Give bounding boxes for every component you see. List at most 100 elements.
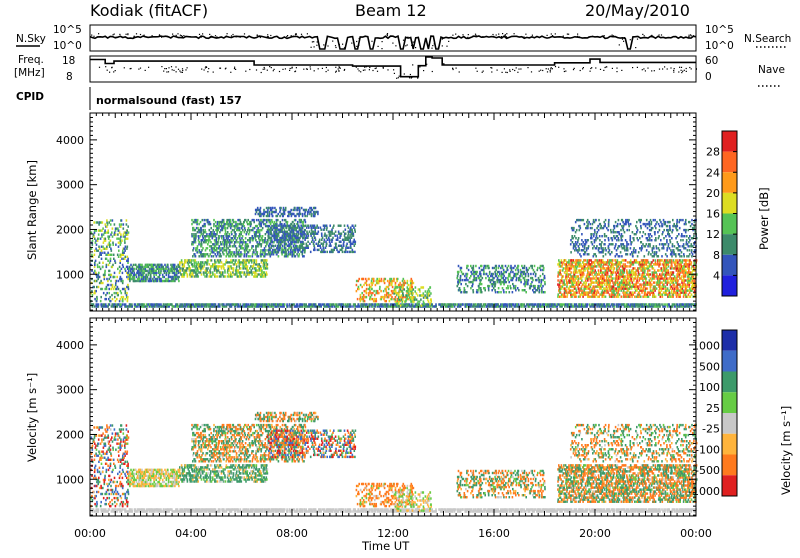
power-echo [311, 207, 313, 209]
power-echo [485, 303, 487, 305]
power-echo [615, 287, 617, 289]
power-echo [240, 251, 242, 253]
power-echo [272, 207, 274, 209]
power-echo [283, 251, 285, 253]
power-echo [407, 280, 409, 282]
power-echo [322, 303, 324, 305]
power-echo [279, 249, 281, 251]
power-echo [612, 303, 614, 305]
power-echo [293, 231, 295, 233]
power-echo [273, 237, 275, 239]
power-echo [621, 296, 623, 298]
power-echo [337, 237, 339, 239]
nave-point [573, 69, 574, 70]
power-echo [264, 237, 266, 239]
nave-point [542, 70, 543, 71]
power-echo [225, 275, 227, 277]
power-echo [421, 294, 423, 296]
power-echo [661, 303, 663, 305]
power-echo [245, 237, 247, 239]
power-echo [233, 269, 235, 271]
power-echo [345, 233, 347, 235]
noise-search-point [579, 36, 580, 37]
power-echo [415, 286, 417, 288]
power-echo [333, 303, 335, 305]
nave-point [338, 71, 339, 72]
power-echo [404, 304, 406, 306]
power-echo [237, 237, 239, 239]
power-echo [239, 259, 241, 261]
nave-point [285, 68, 286, 69]
power-echo [145, 276, 147, 278]
power-echo [644, 296, 646, 298]
power-echo [314, 211, 316, 213]
nave-point [166, 68, 167, 69]
noise-search-point [167, 36, 168, 37]
power-echo [512, 271, 514, 273]
power-echo [492, 267, 494, 269]
nave-point [670, 67, 671, 68]
power-echo [231, 251, 233, 253]
noise-right-tick-bottom: 10^0 [705, 40, 734, 52]
power-echo [180, 269, 182, 271]
power-echo [390, 303, 392, 305]
power-echo [207, 259, 209, 261]
power-echo [508, 287, 510, 289]
power-echo [360, 294, 362, 296]
noise-search-point [468, 34, 469, 35]
noise-search-point [493, 36, 494, 37]
power-echo [192, 243, 194, 245]
power-echo [218, 235, 220, 237]
power-echo [195, 269, 197, 271]
nave-point [310, 68, 311, 69]
power-echo [312, 237, 314, 239]
nave-point [456, 68, 457, 69]
power-echo [318, 231, 320, 233]
power-echo [525, 291, 527, 293]
noise-left-tick-bottom: 10^0 [53, 40, 82, 52]
power-echo [372, 303, 374, 305]
power-echo [295, 227, 297, 229]
power-echo [460, 283, 462, 285]
nave-point [105, 66, 106, 67]
power-echo [133, 264, 135, 266]
power-echo [280, 237, 282, 239]
noise-search-point [623, 41, 624, 42]
noise-search-point [339, 44, 340, 45]
noise-search-point [592, 36, 593, 37]
power-echo [445, 303, 447, 305]
power-echo [667, 287, 669, 289]
power-echo [373, 278, 375, 280]
nave-point [558, 67, 559, 68]
power-echo [352, 225, 354, 227]
power-echo [691, 303, 693, 305]
power-echo [237, 223, 239, 225]
power-echo [297, 303, 299, 305]
noise-search-point [134, 36, 135, 37]
power-echo [554, 303, 556, 305]
nave-point [574, 68, 575, 69]
power-echo [466, 291, 468, 293]
power-echo [270, 251, 272, 253]
nave-point [124, 67, 125, 68]
nave-point [398, 77, 399, 78]
power-echo [357, 298, 359, 300]
nave-point [182, 70, 183, 71]
power-echo [217, 243, 219, 245]
noise-search-point [172, 34, 173, 35]
power-echo [223, 263, 225, 265]
power-echo [244, 271, 246, 273]
power-echo [266, 219, 268, 221]
power-echo [515, 275, 517, 277]
power-echo [524, 271, 526, 273]
power-echo [310, 303, 312, 305]
power-echo [105, 303, 107, 305]
power-echo [281, 225, 283, 227]
power-echo [668, 289, 670, 291]
power-echo [200, 269, 202, 271]
noise-search-point [567, 34, 568, 35]
power-echo [193, 233, 195, 235]
nave-point [375, 68, 376, 69]
power-echo [238, 269, 240, 271]
